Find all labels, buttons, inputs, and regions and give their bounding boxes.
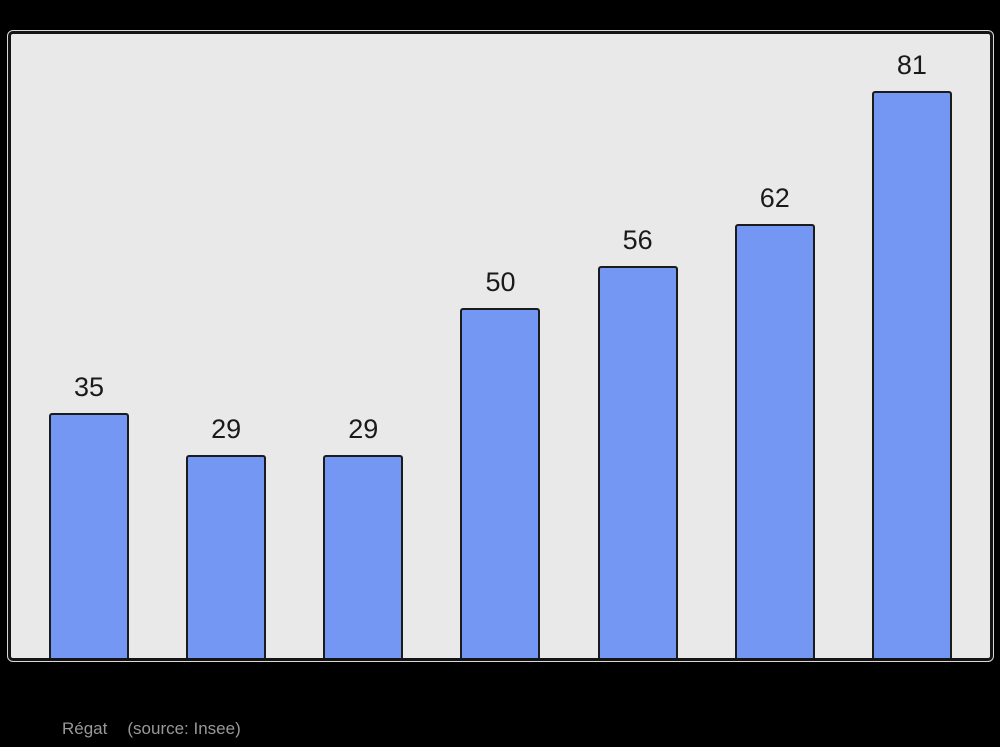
bar (460, 308, 541, 658)
bar-slot: 50 (460, 267, 541, 658)
bar-slot: 62 (734, 183, 815, 658)
bar-value-label: 29 (348, 414, 379, 444)
bar-value-label: 81 (896, 50, 927, 80)
bar-value-label: 56 (622, 225, 653, 255)
bar-group: 35 29 29 50 56 62 81 (11, 34, 990, 658)
bar (323, 455, 404, 658)
bar-slot: 81 (871, 50, 952, 658)
bar (49, 413, 129, 658)
bar-slot: 56 (597, 225, 678, 658)
bar-value-label: 35 (73, 372, 105, 402)
chart-caption: Régat (source: Insee) (62, 719, 241, 739)
bar-slot: 29 (323, 414, 404, 658)
bar (871, 91, 952, 658)
bar-value-label: 50 (485, 267, 516, 297)
bar-slot: 29 (186, 414, 267, 658)
plot-area: 35 29 29 50 56 62 81 (7, 30, 994, 662)
bar-value-label: 29 (211, 414, 242, 444)
bar-value-label: 62 (759, 183, 790, 213)
bar (597, 266, 678, 658)
caption-label: Régat (62, 719, 108, 738)
caption-source: (source: Insee) (127, 719, 241, 738)
bar (734, 224, 815, 658)
bar-slot: 35 (49, 374, 129, 658)
bar (186, 455, 267, 658)
